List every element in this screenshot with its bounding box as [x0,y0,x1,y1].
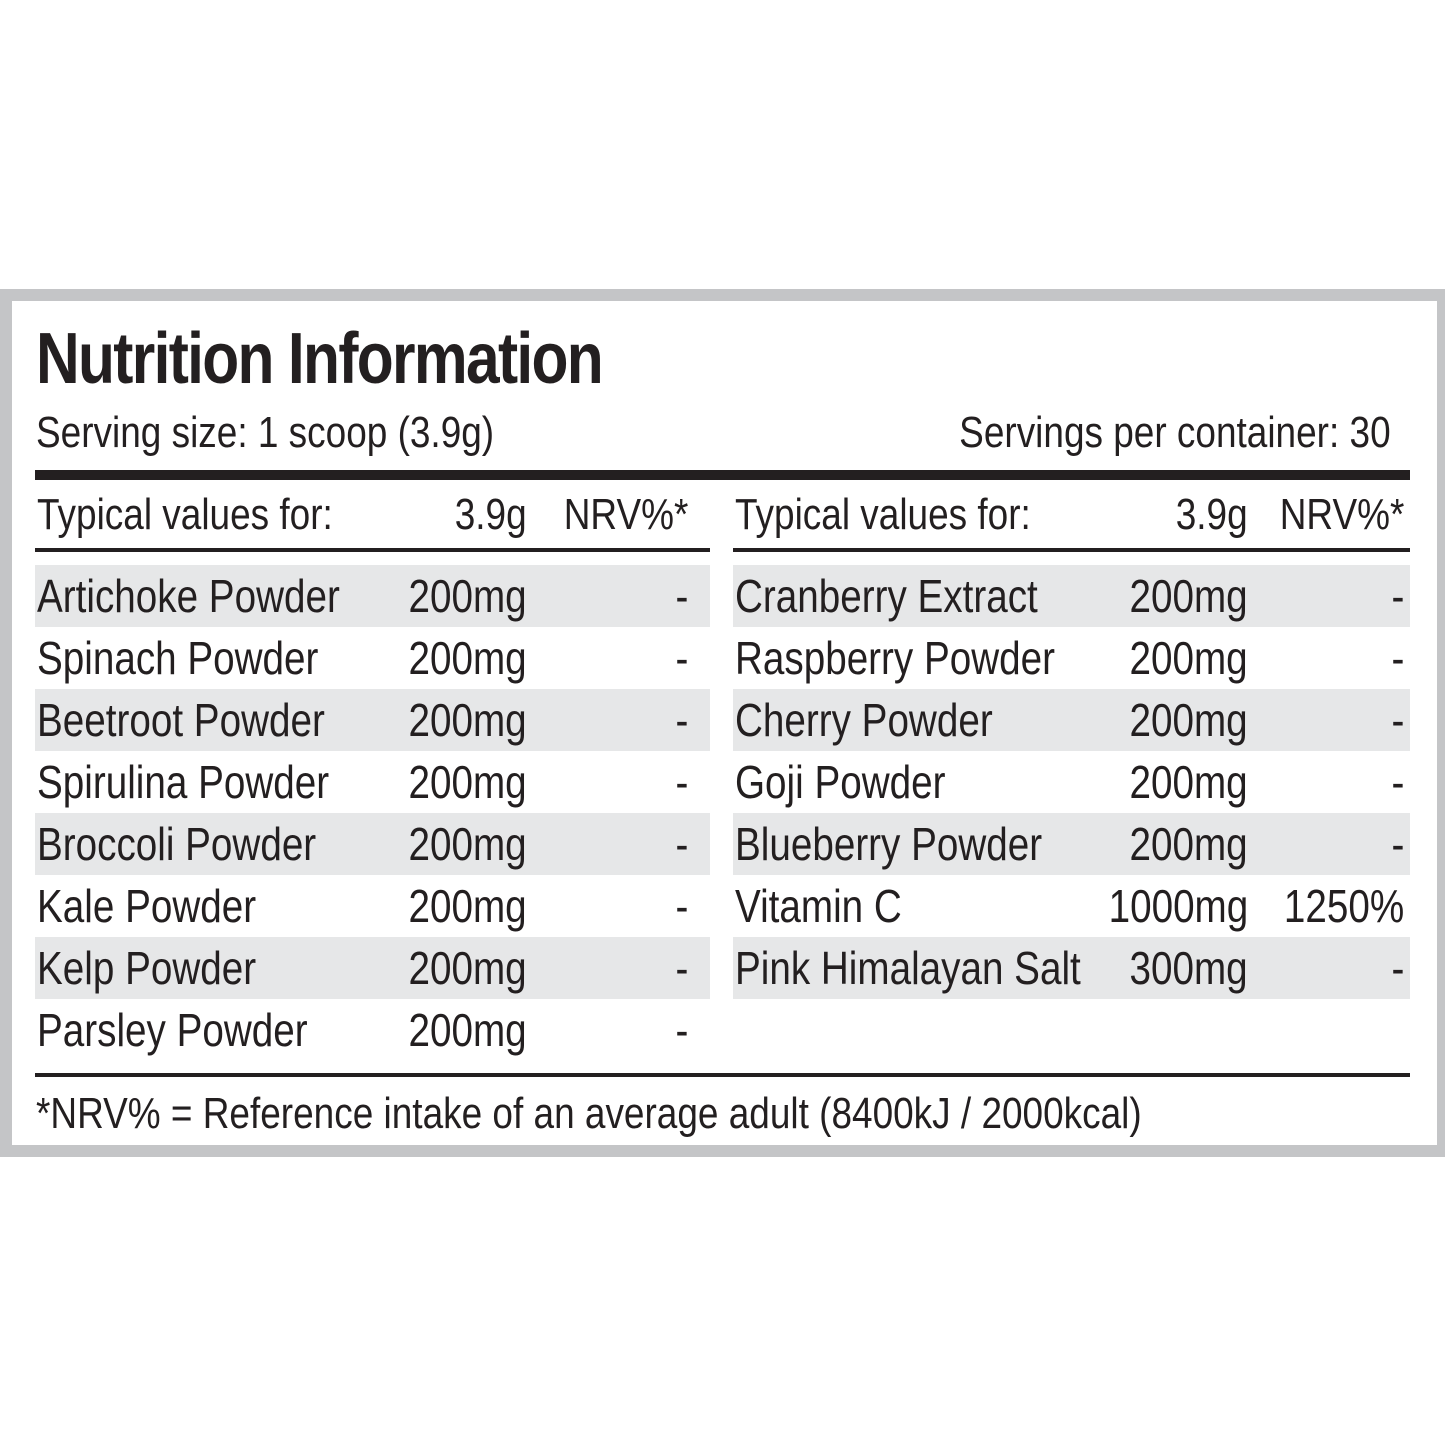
ingredient-name: Cranberry Extract [735,570,1038,622]
ingredient-name: Parsley Powder [37,1004,308,1056]
ingredient-nrv: - [675,570,688,622]
ingredient-name: Pink Himalayan Salt [735,942,1081,994]
header-amount: 3.9g [455,490,527,539]
table-row: Spinach Powder 200mg - [35,627,710,689]
ingredient-name: Goji Powder [735,756,946,808]
ingredient-name: Beetroot Powder [37,694,325,746]
ingredient-nrv: - [1391,818,1404,870]
header-label: Typical values for: [37,490,333,539]
ingredient-nrv: 1250% [1283,880,1404,932]
ingredient-amount: 1000mg [1108,880,1248,932]
ingredient-name: Raspberry Powder [735,632,1055,684]
header-nrv: NRV%* [563,490,688,539]
ingredient-nrv: - [675,1004,688,1056]
ingredient-name: Blueberry Powder [735,818,1043,870]
table-row: Raspberry Powder 200mg - [733,627,1410,689]
header-divider [35,470,1410,480]
ingredient-name: Spinach Powder [37,632,319,684]
header-nrv: NRV%* [1279,490,1404,539]
ingredient-amount: 200mg [408,694,527,746]
ingredient-name: Artichoke Powder [37,570,340,622]
footnote: *NRV% = Reference intake of an average a… [36,1089,1142,1138]
ingredient-amount: 200mg [408,818,527,870]
ingredient-amount: 200mg [1129,756,1248,808]
column-divider-left [35,548,710,552]
table-row: Cranberry Extract 200mg - [733,565,1410,627]
ingredient-nrv: - [675,880,688,932]
ingredient-nrv: - [1391,632,1404,684]
table-row: Vitamin C 1000mg 1250% [733,875,1410,937]
header-amount: 3.9g [1176,490,1248,539]
table-row: Beetroot Powder 200mg - [35,689,710,751]
ingredient-name: Cherry Powder [735,694,993,746]
ingredient-amount: 200mg [1129,818,1248,870]
ingredient-name: Kale Powder [37,880,257,932]
ingredient-name: Broccoli Powder [37,818,317,870]
ingredient-nrv: - [1391,756,1404,808]
header-label: Typical values for: [735,490,1031,539]
table-header: Typical values for: 3.9g NRV%* [35,482,710,548]
ingredient-nrv: - [1391,570,1404,622]
ingredient-nrv: - [1391,694,1404,746]
table-header: Typical values for: 3.9g NRV%* [733,482,1410,548]
ingredient-amount: 200mg [1129,570,1248,622]
table-row: Goji Powder 200mg - [733,751,1410,813]
ingredient-amount: 200mg [408,570,527,622]
ingredient-amount: 300mg [1129,942,1248,994]
ingredient-amount: 200mg [408,942,527,994]
ingredient-amount: 200mg [408,1004,527,1056]
ingredient-name: Vitamin C [735,880,902,932]
ingredient-amount: 200mg [1129,694,1248,746]
ingredient-amount: 200mg [1129,632,1248,684]
servings-per-container: Servings per container: 30 [959,408,1391,457]
column-divider-right [733,548,1410,552]
table-row: Kelp Powder 200mg - [35,937,710,999]
table-rows: Artichoke Powder 200mg - Spinach Powder 200m… [35,565,710,1061]
ingredient-nrv: - [1391,942,1404,994]
ingredient-name: Spirulina Powder [37,756,330,808]
serving-size: Serving size: 1 scoop (3.9g) [36,408,495,457]
table-rows: Cranberry Extract 200mg - Raspberry Powder 2… [733,565,1410,999]
ingredient-nrv: - [675,756,688,808]
table-row: Parsley Powder 200mg - [35,999,710,1061]
table-row: Blueberry Powder 200mg - [733,813,1410,875]
footer-divider [35,1073,1410,1077]
ingredient-nrv: - [675,818,688,870]
page-title: Nutrition Information [36,319,604,399]
ingredient-nrv: - [675,942,688,994]
table-row: Pink Himalayan Salt 300mg - [733,937,1410,999]
ingredient-nrv: - [675,694,688,746]
ingredient-nrv: - [675,632,688,684]
ingredient-amount: 200mg [408,756,527,808]
table-row: Spirulina Powder 200mg - [35,751,710,813]
table-row: Artichoke Powder 200mg - [35,565,710,627]
ingredient-amount: 200mg [408,632,527,684]
table-row: Kale Powder 200mg - [35,875,710,937]
ingredient-name: Kelp Powder [37,942,257,994]
table-row: Cherry Powder 200mg - [733,689,1410,751]
ingredient-amount: 200mg [408,880,527,932]
table-row: Broccoli Powder 200mg - [35,813,710,875]
